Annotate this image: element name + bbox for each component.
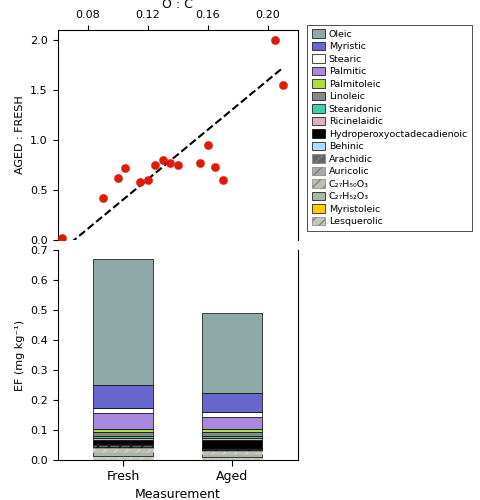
Point: [121, 164, 129, 172]
Bar: [93, 436, 153, 438]
Bar: [93, 432, 153, 436]
Point: [271, 36, 279, 44]
Y-axis label: AGED : FRESH: AGED : FRESH: [14, 96, 24, 174]
X-axis label: O : C: O : C: [162, 0, 193, 10]
Bar: [202, 451, 262, 454]
Bar: [93, 429, 153, 432]
Bar: [93, 260, 153, 386]
Legend: Oleic, Myristic, Stearic, Palmitic, Palmitoleic, Linoleic, Stearidonic, Ricinela: Oleic, Myristic, Stearic, Palmitic, Palm…: [307, 24, 472, 231]
Point: [114, 174, 121, 182]
Point: [204, 141, 212, 149]
Bar: [202, 392, 262, 412]
Bar: [93, 386, 153, 408]
Point: [144, 176, 152, 184]
Bar: [202, 436, 262, 438]
Bar: [202, 432, 262, 436]
Point: [211, 163, 219, 171]
Bar: [93, 408, 153, 413]
Bar: [93, 447, 153, 448]
Point: [166, 159, 174, 167]
Bar: [202, 449, 262, 450]
Bar: [93, 448, 153, 452]
Point: [219, 176, 227, 184]
Bar: [202, 450, 262, 451]
Bar: [202, 416, 262, 430]
Bar: [202, 457, 262, 460]
Point: [99, 194, 107, 202]
Bar: [93, 452, 153, 456]
Bar: [93, 444, 153, 446]
Bar: [93, 440, 153, 444]
Point: [196, 159, 204, 167]
Bar: [93, 413, 153, 429]
Bar: [202, 448, 262, 449]
Bar: [202, 412, 262, 416]
Point: [159, 156, 167, 164]
Bar: [202, 430, 262, 432]
Bar: [202, 438, 262, 440]
Bar: [202, 313, 262, 392]
Bar: [93, 456, 153, 460]
Bar: [202, 440, 262, 448]
Bar: [93, 446, 153, 447]
Point: [136, 178, 144, 186]
Point: [151, 161, 159, 169]
X-axis label: Measurement: Measurement: [135, 488, 220, 500]
Point: [174, 161, 181, 169]
Point: [279, 81, 287, 89]
Y-axis label: EF (mg kg⁻¹): EF (mg kg⁻¹): [14, 320, 24, 390]
Point: [58, 234, 66, 242]
Bar: [93, 438, 153, 440]
Bar: [202, 454, 262, 457]
